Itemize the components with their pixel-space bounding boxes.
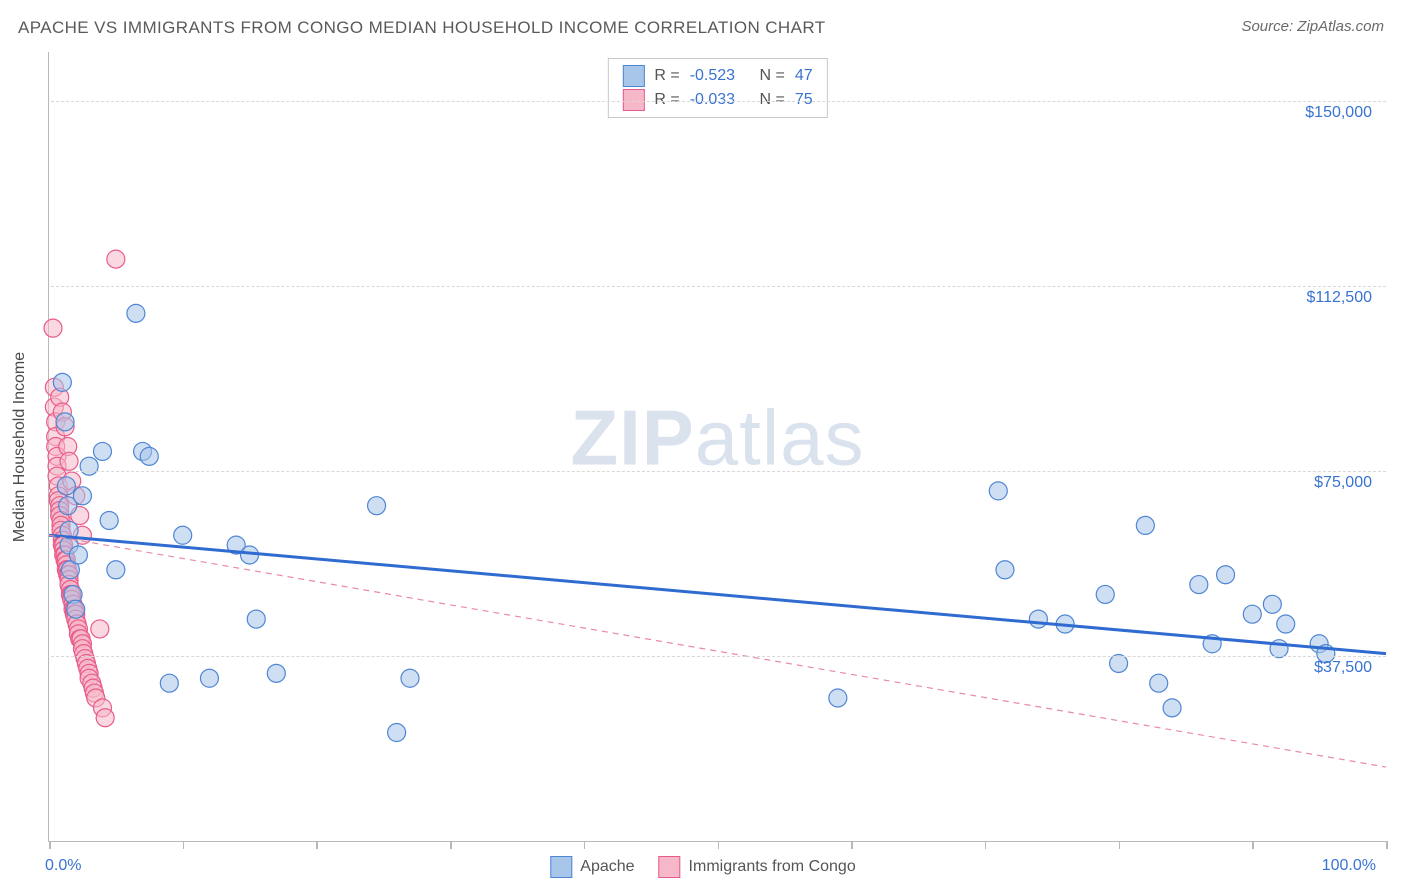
data-point-apache: [989, 482, 1007, 500]
n-label: N =: [760, 88, 785, 112]
data-point-apache: [69, 546, 87, 564]
data-point-apache: [1277, 615, 1295, 633]
y-tick-label: $75,000: [1314, 474, 1372, 492]
data-point-apache: [53, 373, 71, 391]
data-point-apache: [267, 664, 285, 682]
x-tick: [584, 841, 586, 849]
data-point-apache: [1190, 576, 1208, 594]
n-value: 47: [795, 64, 813, 88]
n-value: 75: [795, 88, 813, 112]
trendline-apache: [49, 535, 1386, 653]
r-value: -0.523: [690, 64, 735, 88]
r-label: R =: [654, 64, 679, 88]
data-point-congo: [107, 250, 125, 268]
swatch-pink-icon: [622, 89, 644, 111]
y-tick-label: $150,000: [1305, 104, 1372, 122]
data-point-apache: [1136, 516, 1154, 534]
x-tick: [49, 841, 51, 849]
stats-legend-box: R = -0.523 N = 47 R = -0.033 N = 75: [607, 58, 827, 118]
data-point-apache: [57, 477, 75, 495]
plot-wrapper: Median Household Income ZIPatlas R = -0.…: [48, 52, 1386, 842]
data-point-congo: [96, 709, 114, 727]
data-point-apache: [73, 487, 91, 505]
stats-row-congo: R = -0.033 N = 75: [622, 88, 812, 112]
data-point-apache: [1110, 654, 1128, 672]
data-point-apache: [1163, 699, 1181, 717]
legend-label: Immigrants from Congo: [689, 858, 856, 876]
r-label: R =: [654, 88, 679, 112]
data-point-apache: [127, 304, 145, 322]
x-tick: [718, 841, 720, 849]
source-attribution: Source: ZipAtlas.com: [1241, 18, 1384, 35]
chart-title: APACHE VS IMMIGRANTS FROM CONGO MEDIAN H…: [18, 18, 826, 38]
chart-header: APACHE VS IMMIGRANTS FROM CONGO MEDIAN H…: [0, 0, 1406, 38]
gridline: [51, 286, 1386, 287]
legend-item-congo: Immigrants from Congo: [659, 856, 856, 878]
data-point-apache: [107, 561, 125, 579]
x-tick: [183, 841, 185, 849]
stats-row-apache: R = -0.523 N = 47: [622, 64, 812, 88]
data-point-apache: [140, 447, 158, 465]
data-point-apache: [56, 413, 74, 431]
r-value: -0.033: [690, 88, 735, 112]
data-point-apache: [1217, 566, 1235, 584]
plot-area: ZIPatlas R = -0.523 N = 47 R = -0.033 N …: [48, 52, 1386, 842]
data-point-apache: [1263, 595, 1281, 613]
data-point-apache: [174, 526, 192, 544]
swatch-blue-icon: [550, 856, 572, 878]
data-point-congo: [60, 452, 78, 470]
x-axis-max-label: 100.0%: [1322, 857, 1376, 875]
data-point-apache: [160, 674, 178, 692]
data-point-congo: [44, 319, 62, 337]
x-tick: [1252, 841, 1254, 849]
x-tick: [1386, 841, 1388, 849]
x-tick: [985, 841, 987, 849]
trendline-congo: [49, 535, 1386, 767]
swatch-blue-icon: [622, 65, 644, 87]
x-tick: [316, 841, 318, 849]
x-tick: [1119, 841, 1121, 849]
data-point-apache: [100, 511, 118, 529]
data-point-apache: [1096, 585, 1114, 603]
data-point-apache: [1243, 605, 1261, 623]
n-label: N =: [760, 64, 785, 88]
gridline: [51, 656, 1386, 657]
scatter-svg: [49, 52, 1386, 841]
x-tick: [851, 841, 853, 849]
data-point-apache: [996, 561, 1014, 579]
gridline: [51, 471, 1386, 472]
legend-item-apache: Apache: [550, 856, 634, 878]
data-point-apache: [368, 497, 386, 515]
data-point-apache: [829, 689, 847, 707]
y-axis-label: Median Household Income: [11, 352, 29, 542]
y-tick-label: $37,500: [1314, 659, 1372, 677]
data-point-apache: [80, 457, 98, 475]
gridline: [51, 101, 1386, 102]
data-point-congo: [91, 620, 109, 638]
data-point-apache: [1150, 674, 1168, 692]
data-point-apache: [1029, 610, 1047, 628]
x-axis-min-label: 0.0%: [45, 857, 81, 875]
data-point-apache: [67, 600, 85, 618]
data-point-apache: [401, 669, 419, 687]
y-tick-label: $112,500: [1306, 289, 1372, 307]
x-tick: [450, 841, 452, 849]
data-point-apache: [200, 669, 218, 687]
data-point-apache: [93, 442, 111, 460]
bottom-legend: Apache Immigrants from Congo: [550, 856, 855, 878]
swatch-pink-icon: [659, 856, 681, 878]
data-point-apache: [247, 610, 265, 628]
legend-label: Apache: [580, 858, 634, 876]
data-point-apache: [388, 724, 406, 742]
